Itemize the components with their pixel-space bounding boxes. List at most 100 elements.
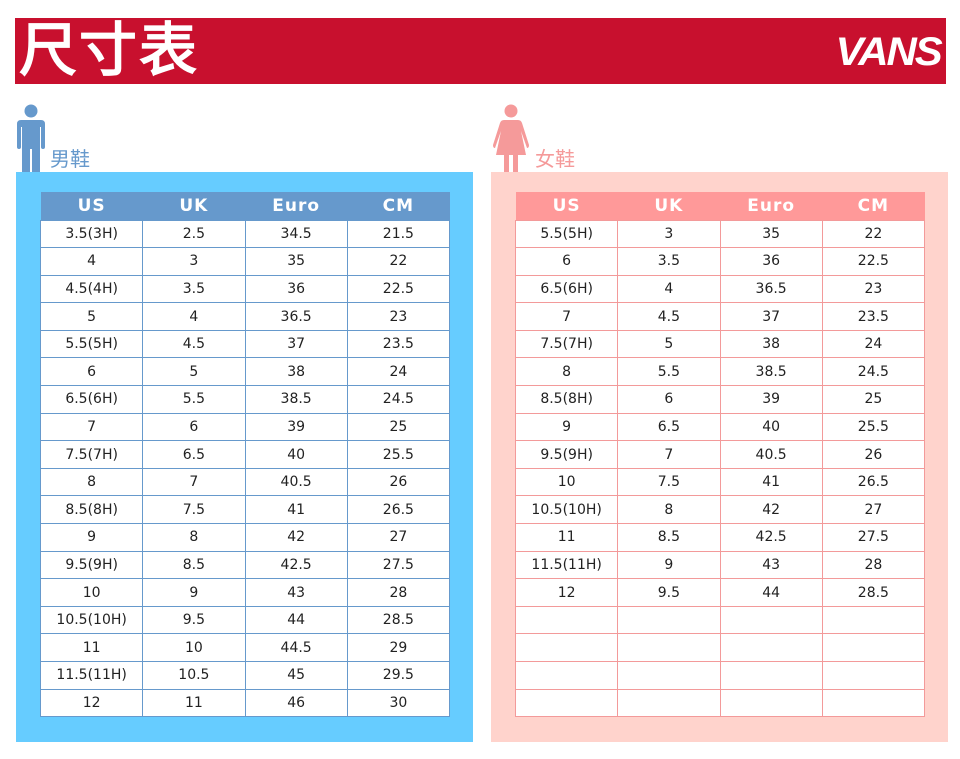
table-row: 6.5(6H) 5.5 38.5 24.5 bbox=[39, 385, 451, 414]
table-cell: 3 bbox=[142, 247, 246, 276]
column-header: US bbox=[515, 192, 618, 220]
table-cell: 22.5 bbox=[821, 247, 926, 276]
table-row: 6 5 38 24 bbox=[39, 357, 451, 387]
table-cell: 36 bbox=[244, 274, 348, 304]
table-row: 8 5.5 38.5 24.5 bbox=[514, 357, 926, 387]
table-row: 12 11 46 30 bbox=[39, 688, 451, 718]
table-cell: 38.5 bbox=[244, 385, 348, 414]
table-cell: 40.5 bbox=[244, 467, 348, 497]
table-cell: 4 bbox=[39, 247, 144, 276]
table-row: 7 4.5 37 23.5 bbox=[514, 302, 926, 331]
table-cell: 10.5(10H) bbox=[39, 605, 144, 635]
table-cell: 29.5 bbox=[346, 661, 451, 690]
table-cell bbox=[617, 688, 721, 718]
table-cell: 23.5 bbox=[346, 329, 451, 359]
table-row: 9 8 42 27 bbox=[39, 523, 451, 552]
table-cell: 28 bbox=[821, 550, 926, 580]
table-cell: 6.5(6H) bbox=[514, 274, 619, 304]
table-cell: 7.5 bbox=[142, 495, 246, 525]
table-cell: 6 bbox=[142, 412, 246, 442]
table-cell: 21.5 bbox=[346, 219, 451, 249]
table-cell: 9 bbox=[39, 523, 144, 552]
table-cell: 27.5 bbox=[346, 550, 451, 580]
table-cell: 9.5(9H) bbox=[39, 550, 144, 580]
table-row: 10 7.5 41 26.5 bbox=[514, 467, 926, 497]
table-cell: 36 bbox=[719, 247, 823, 276]
table-cell: 7.5 bbox=[617, 467, 721, 497]
table-cell: 26 bbox=[346, 467, 451, 497]
table-cell: 22.5 bbox=[346, 274, 451, 304]
table-row bbox=[514, 688, 926, 718]
table-cell: 4 bbox=[617, 274, 721, 304]
table-cell: 9 bbox=[142, 578, 246, 607]
table-cell: 23 bbox=[346, 302, 451, 331]
table-cell: 35 bbox=[719, 219, 823, 249]
table-cell: 11 bbox=[39, 633, 144, 662]
table-cell: 5 bbox=[142, 357, 246, 387]
column-header: UK bbox=[617, 192, 720, 220]
table-row: 11 10 44.5 29 bbox=[39, 633, 451, 662]
table-cell: 8.5(8H) bbox=[39, 495, 144, 525]
table-cell: 8.5 bbox=[617, 523, 721, 552]
men-label: 男鞋 bbox=[50, 147, 90, 171]
table-cell: 5.5 bbox=[617, 357, 721, 387]
table-cell: 38 bbox=[719, 329, 823, 359]
table-cell: 9.5(9H) bbox=[514, 440, 619, 469]
table-cell: 8 bbox=[142, 523, 246, 552]
table-cell: 5.5(5H) bbox=[514, 219, 619, 249]
table-row: 11 8.5 42.5 27.5 bbox=[514, 523, 926, 552]
table-row: 7.5(7H) 5 38 24 bbox=[514, 329, 926, 359]
table-cell: 40 bbox=[244, 440, 348, 469]
table-cell: 8.5 bbox=[142, 550, 246, 580]
table-row: 12 9.5 44 28.5 bbox=[514, 578, 926, 607]
table-cell: 7.5(7H) bbox=[514, 329, 619, 359]
table-cell: 26.5 bbox=[346, 495, 451, 525]
table-cell: 7 bbox=[142, 467, 246, 497]
table-cell: 10 bbox=[39, 578, 144, 607]
table-cell: 2.5 bbox=[142, 219, 246, 249]
man-icon bbox=[17, 104, 45, 173]
table-cell bbox=[514, 605, 619, 635]
header-banner: 尺寸表 VANS bbox=[15, 16, 946, 84]
column-header: Euro bbox=[720, 192, 823, 220]
table-cell bbox=[719, 633, 823, 662]
table-cell: 8 bbox=[39, 467, 144, 497]
table-cell: 44 bbox=[244, 605, 348, 635]
table-row: 6.5(6H) 4 36.5 23 bbox=[514, 274, 926, 304]
table-cell: 25 bbox=[821, 385, 926, 414]
women-size-table: US UK Euro CM 5.5(5H) 3 35 22 6 3.5 36 22.5 6.5(6H)… bbox=[514, 192, 926, 718]
table-cell: 39 bbox=[719, 385, 823, 414]
table-cell: 11 bbox=[514, 523, 619, 552]
table-cell: 9 bbox=[514, 412, 619, 442]
men-size-panel: US UK Euro CM 3.5(3H) 2.5 34.5 21.5 4 3 35 22 4.5(4… bbox=[16, 172, 473, 742]
table-cell bbox=[821, 633, 926, 662]
woman-icon bbox=[493, 104, 529, 173]
table-row: 10.5(10H) 9.5 44 28.5 bbox=[39, 605, 451, 635]
table-cell bbox=[617, 661, 721, 690]
table-cell: 6 bbox=[617, 385, 721, 414]
table-cell: 28.5 bbox=[346, 605, 451, 635]
table-cell: 3 bbox=[617, 219, 721, 249]
table-cell: 22 bbox=[821, 219, 926, 249]
table-cell: 10.5(10H) bbox=[514, 495, 619, 525]
table-cell: 3.5(3H) bbox=[39, 219, 144, 249]
table-cell: 28.5 bbox=[821, 578, 926, 607]
table-cell: 8.5(8H) bbox=[514, 385, 619, 414]
table-row: 3.5(3H) 2.5 34.5 21.5 bbox=[39, 219, 451, 249]
table-cell: 44.5 bbox=[244, 633, 348, 662]
table-cell: 7 bbox=[514, 302, 619, 331]
table-cell: 6.5(6H) bbox=[39, 385, 144, 414]
table-cell: 40.5 bbox=[719, 440, 823, 469]
table-cell: 4.5 bbox=[617, 302, 721, 331]
table-cell: 39 bbox=[244, 412, 348, 442]
table-cell: 37 bbox=[244, 329, 348, 359]
table-cell: 7.5(7H) bbox=[39, 440, 144, 469]
table-row: 5.5(5H) 4.5 37 23.5 bbox=[39, 329, 451, 359]
table-row: 8 7 40.5 26 bbox=[39, 467, 451, 497]
table-cell: 8 bbox=[617, 495, 721, 525]
column-header: UK bbox=[142, 192, 245, 220]
table-cell: 38.5 bbox=[719, 357, 823, 387]
table-cell: 8 bbox=[514, 357, 619, 387]
vans-logo: VANS bbox=[835, 30, 942, 74]
table-cell: 11.5(11H) bbox=[39, 661, 144, 690]
